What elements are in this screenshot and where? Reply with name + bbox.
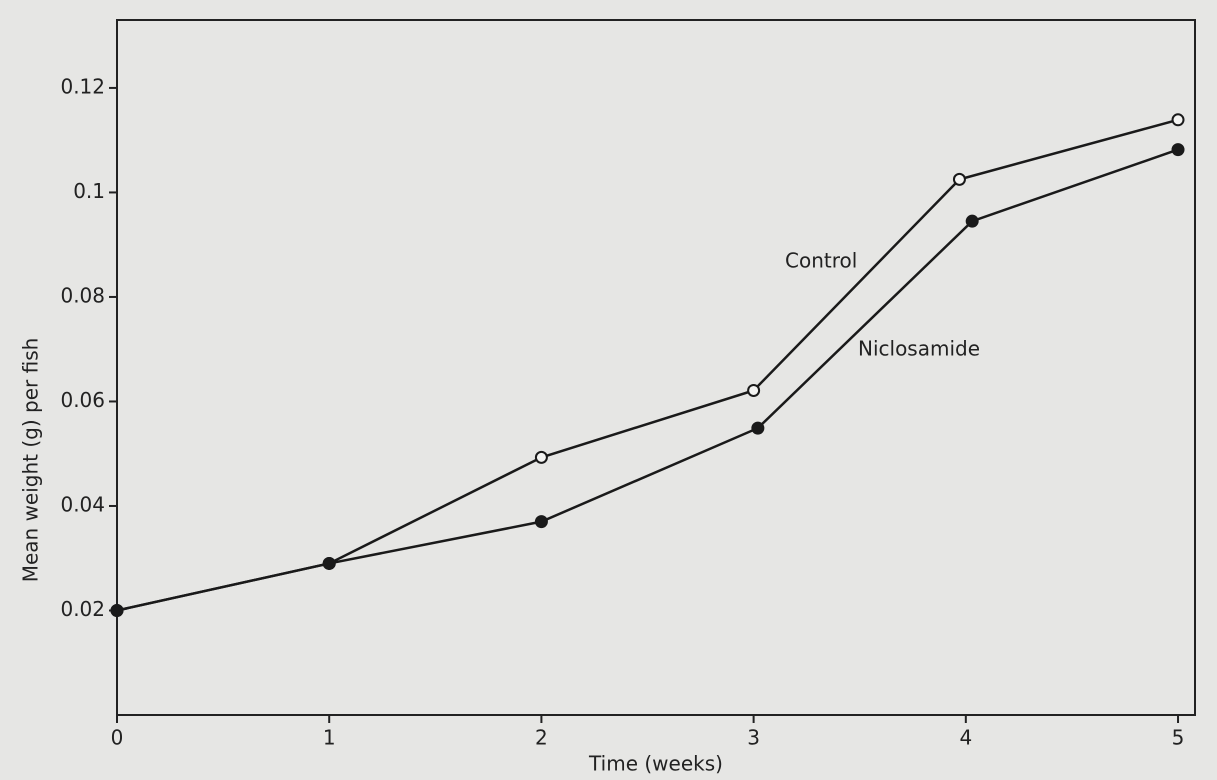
y-tick-label: 0.02 bbox=[60, 597, 105, 621]
point bbox=[534, 515, 548, 529]
series-line bbox=[116, 118, 1179, 612]
y-tick-label: 0.04 bbox=[60, 492, 105, 516]
x-tick-label: 3 bbox=[747, 726, 760, 750]
point bbox=[751, 421, 765, 435]
point bbox=[110, 603, 124, 617]
y-tick-label: 0.08 bbox=[60, 283, 105, 307]
x-tick-label: 5 bbox=[1172, 726, 1185, 750]
plot-frame bbox=[116, 19, 1196, 716]
x-tick-label: 2 bbox=[535, 726, 548, 750]
point bbox=[952, 172, 966, 186]
x-tick-label: 1 bbox=[323, 726, 336, 750]
x-axis-label: Time (weeks) bbox=[588, 752, 723, 776]
point bbox=[534, 450, 548, 464]
point bbox=[965, 214, 979, 228]
point bbox=[747, 383, 761, 397]
y-tick-label: 0.06 bbox=[60, 388, 105, 412]
y-axis-label: Mean weight (g) per fish bbox=[19, 338, 43, 583]
x-tick-label: 4 bbox=[959, 726, 972, 750]
point bbox=[322, 556, 336, 570]
series-label: Niclosamide bbox=[858, 337, 980, 361]
x-tick-label: 0 bbox=[111, 726, 124, 750]
y-tick-label: 0.1 bbox=[73, 179, 105, 203]
series-label: Control bbox=[785, 249, 857, 273]
y-tick-label: 0.12 bbox=[60, 74, 105, 98]
point bbox=[1171, 143, 1185, 157]
series-line bbox=[116, 148, 1179, 612]
point bbox=[1171, 113, 1185, 127]
